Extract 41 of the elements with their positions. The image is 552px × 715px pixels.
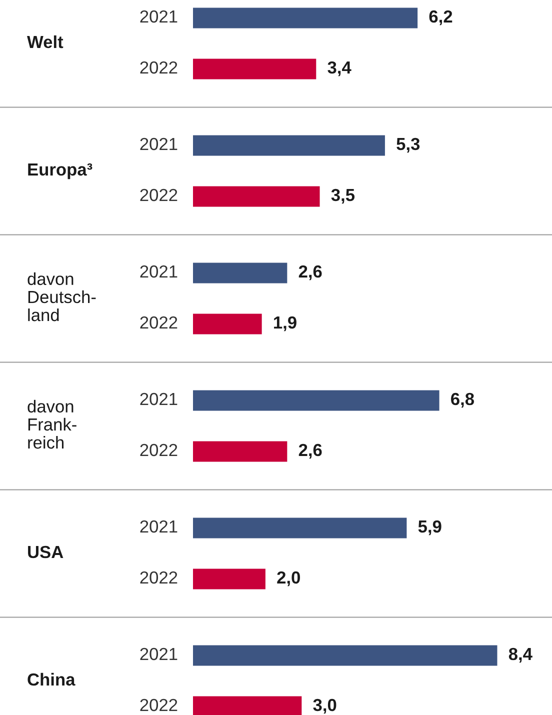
series-label: 2021 <box>140 10 178 23</box>
y-tick-label: Europa³ <box>28 163 92 180</box>
data-label: 6,2 <box>429 10 452 26</box>
bar <box>193 8 418 28</box>
series-label: 2022 <box>140 61 178 74</box>
y-tick-label: davon Deutsch- land <box>28 272 96 322</box>
data-label: 1,9 <box>274 316 296 332</box>
data-label: 3,0 <box>313 698 336 714</box>
data-label: 6,8 <box>451 392 474 408</box>
bar <box>193 186 320 207</box>
text: 2022 <box>140 188 178 202</box>
bar <box>193 135 385 156</box>
data-label: 2,0 <box>277 571 300 586</box>
y-tick-label: Welt <box>27 35 64 48</box>
data-label: 2,6 <box>298 265 322 280</box>
data-label: 2,6 <box>298 444 322 459</box>
y-tick-label: USA <box>28 546 64 558</box>
text: 2021 <box>140 520 178 533</box>
bar <box>193 645 498 666</box>
text: 2022 <box>140 571 178 584</box>
text: 2021 <box>140 138 178 150</box>
data-label: 5,9 <box>418 520 442 536</box>
y-tick-label: China <box>28 672 76 686</box>
bar <box>193 314 262 334</box>
data-label: 3,5 <box>331 188 355 204</box>
data-label: 8,4 <box>508 648 532 663</box>
bar <box>193 441 288 462</box>
text: 2022 <box>140 444 178 456</box>
bar <box>193 568 266 590</box>
text: 2022 <box>140 316 178 329</box>
bar <box>193 518 407 538</box>
bar <box>193 262 288 284</box>
text: 2021 <box>140 265 178 278</box>
bar <box>193 390 440 411</box>
data-label: 3,4 <box>328 61 352 76</box>
text: 2021 <box>140 392 178 406</box>
text: 2021 <box>140 648 178 660</box>
data-label: 5,3 <box>396 138 420 153</box>
bar <box>193 58 316 80</box>
text: 2022 <box>140 698 178 712</box>
y-tick-label: davon Frank- reich <box>28 400 76 449</box>
